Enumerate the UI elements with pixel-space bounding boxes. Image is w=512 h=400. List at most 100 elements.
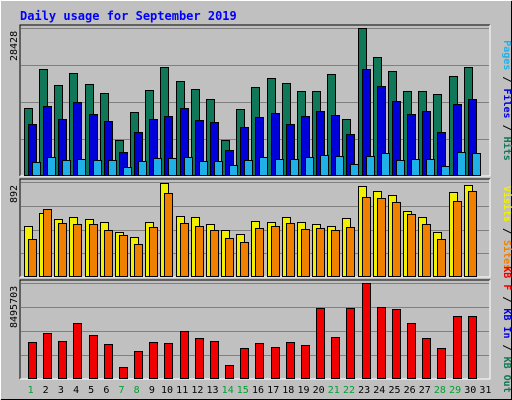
bar [392,309,401,379]
legend-entry: Files [501,82,512,118]
bar [134,244,143,277]
legend-entry: / [501,70,512,82]
x-tick-label: 12 [191,385,203,396]
bar [468,191,477,277]
bar [316,308,325,379]
x-tick-label: 10 [161,385,173,396]
bar [229,165,238,176]
bar [437,239,446,277]
x-tick-label: 24 [373,385,385,396]
bar [225,238,234,277]
bar [104,344,113,379]
x-tick-label: 29 [449,385,461,396]
plot-area-dark-edge [19,178,490,277]
legend-entry: Hits [501,131,512,161]
bar [316,228,325,277]
bar [210,341,219,379]
bar [58,341,67,379]
bar [286,342,295,379]
x-tick-label: 31 [479,385,491,396]
bar [381,153,390,176]
y-max-label: 28428 [9,31,20,61]
bar [255,228,264,277]
bar [422,224,431,277]
panel-legend: KB F / KB In / KB Out [501,266,512,392]
bar [164,343,173,379]
bar [305,157,314,176]
bar [453,201,462,277]
bar [301,345,310,379]
bar [441,166,450,176]
bar [275,159,284,176]
panel-legend: Visits / Sites [501,186,512,270]
x-tick-label: 4 [73,385,79,396]
bar [290,159,299,176]
legend-entry: / [501,339,512,351]
bar [28,342,37,379]
x-tick-label: 26 [404,385,416,396]
bar [149,342,158,379]
bar [437,348,446,379]
bar [119,367,128,379]
bar [377,307,386,379]
bar [362,283,371,379]
bar [199,161,208,176]
x-tick-label: 1 [28,385,34,396]
bar [240,348,249,379]
bar [240,242,249,277]
legend-entry: KB F [501,266,512,290]
x-tick-label: 3 [58,385,64,396]
bar [259,157,268,176]
panel-legend: Pages / Files / Hits [501,40,512,160]
bar [89,224,98,277]
series-pages [32,152,481,176]
panel-kb-in-out: 8495703 KB F / KB In / KB Out [9,266,512,392]
bar [164,193,173,277]
bar [301,229,310,277]
bar [119,235,128,277]
bar [255,343,264,379]
chart-title: Daily usage for September 2019 [20,9,237,23]
x-tick-label: 25 [388,385,400,396]
plot-area-dark-edge [19,24,490,176]
x-tick-label: 11 [176,385,188,396]
bar [225,365,234,379]
bar [457,152,466,176]
bar [58,223,67,277]
bar [168,158,177,176]
panel-visits-sites: 892 Visits / Sites [9,178,512,278]
bar [214,161,223,176]
legend-entry: Visits [501,186,512,222]
legend-entry: Pages [501,40,512,70]
x-tick-label: 18 [282,385,294,396]
bar [210,230,219,277]
x-tick-label: 30 [464,385,476,396]
x-tick-label: 8 [134,385,140,396]
bar [396,160,405,176]
y-max-label: 892 [9,185,20,203]
legend-entry: / [501,222,512,234]
bar [73,323,82,379]
bar [123,167,132,176]
x-tick-label: 15 [237,385,249,396]
x-tick-labels: 1 2 3 4 5 6 7 8 9 10 11 12 13 14 15 16 17 18 19 20 21 22 23 24 2… [28,385,492,396]
bar [138,161,147,176]
bar [93,160,102,176]
legend-entry: / [501,119,512,131]
bar [180,223,189,277]
legend-entry: / [501,290,512,302]
bar [472,153,481,176]
bar [32,162,41,176]
series-kb-f [28,283,477,379]
x-tick-label: 21 [328,385,340,396]
bar [362,197,371,277]
plot-area-light-edge [20,280,491,380]
bar [346,308,355,379]
bar [180,331,189,379]
x-tick-label: 5 [88,385,94,396]
x-tick-label: 23 [358,385,370,396]
bar [411,159,420,176]
series-sites [28,191,477,277]
bar [468,316,477,379]
